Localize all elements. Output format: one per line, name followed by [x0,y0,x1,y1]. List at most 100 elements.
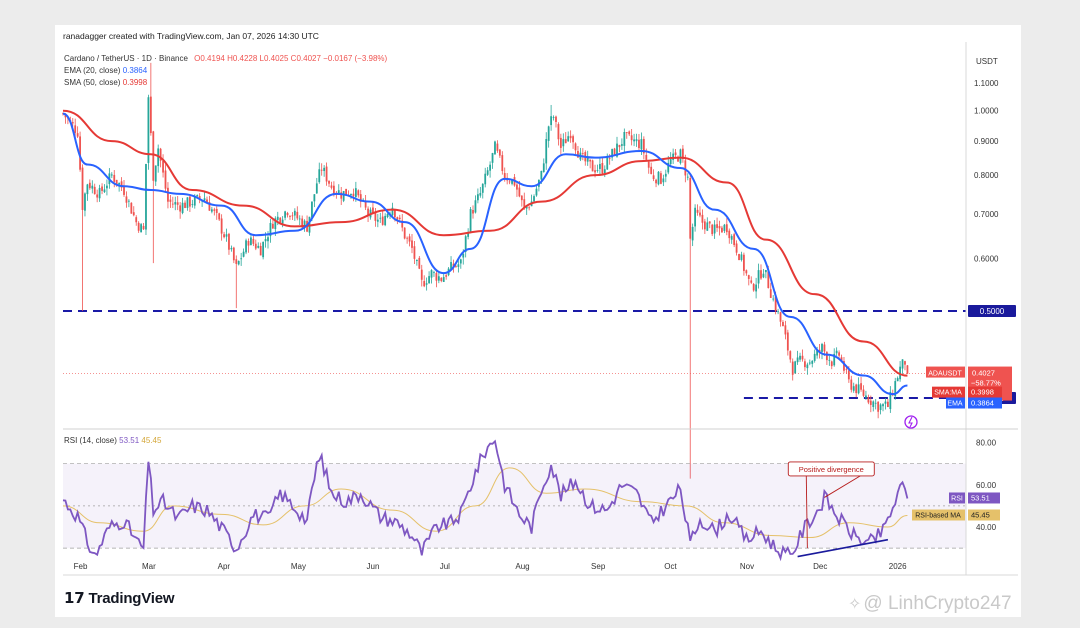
alert-icon[interactable] [904,415,918,429]
ema-tag [946,397,965,409]
candle-body [291,215,294,217]
price-candles [62,62,909,479]
sma-50-line [62,109,908,377]
candle-body [225,234,228,237]
candle-body [237,261,240,265]
candle-body [838,352,840,356]
candle-body [494,141,496,155]
candle-body [860,383,862,390]
candle-body [518,187,521,197]
candle-body [882,404,884,407]
candle-body [84,193,86,211]
candle-body [645,154,648,160]
candle-body [818,349,821,352]
candle-body [806,364,809,369]
candle-body [874,402,877,404]
candle-body [118,182,121,185]
candle-body [638,139,640,149]
candle-body [184,202,186,208]
candle-body [735,243,738,253]
candle-body [252,238,255,244]
candle-body [196,194,199,197]
candle-body [540,170,543,180]
candle-body [484,173,487,185]
candle-body [476,194,479,201]
candle-body [833,353,836,366]
candle-body [789,351,792,360]
candle-body [376,219,379,222]
candle-body [635,139,638,142]
rsi-ma-value-tag [968,509,1000,521]
time-axis: Feb Mar Apr May Jun Jul Aug Sep Oct Nov Dec 2026 [74,562,907,571]
candle-body [428,276,430,284]
rsi-legend[interactable]: RSI (14, close) 53.51 45.45 [64,436,161,445]
candle-body [794,361,797,374]
candle-body [467,232,470,237]
candle-body [777,311,779,313]
candle-body [774,296,777,312]
time-tick-label: Apr [218,562,231,571]
candle-body [503,173,506,179]
candle-body [433,272,435,274]
candle-body [93,186,96,195]
candle-body [328,180,330,184]
ema-legend-value: 0.3864 [122,66,148,75]
candle-body [457,264,460,267]
candle-body [811,360,814,364]
sma-legend[interactable]: SMA (50, close) 0.3998 [64,78,147,87]
candle-body [555,116,557,122]
candle-body [581,153,584,155]
candle-body [352,193,355,197]
ema-legend[interactable]: EMA (20, close) 0.3864 [64,66,147,75]
candle-body [171,203,174,205]
candle-body [672,153,675,160]
candle-body [850,379,853,390]
candle-body [81,167,84,210]
candle-body [142,225,145,230]
candle-body [904,361,906,365]
candle-body [223,234,225,238]
tradingview-logo[interactable]: 𝟭𝟳 TradingView [64,589,175,607]
candle-body [623,131,626,146]
candle-body [528,207,531,209]
candle-body [340,192,343,199]
candle-body [74,125,77,133]
candle-body [799,355,801,360]
candle-body [559,137,562,148]
candle-body [545,139,548,164]
price-level-tag [968,305,1016,318]
candle-body [250,237,252,246]
candle-body [367,208,369,216]
candle-body [330,185,333,188]
candle-body [603,169,606,174]
candle-body [847,370,850,380]
candle-body [274,218,277,230]
candle-body [835,350,838,354]
candle-body [757,270,760,284]
time-tick-label: Sep [591,562,606,571]
candle-body [745,270,748,274]
candle-body [689,178,692,239]
candle-body [174,202,177,205]
candle-body [271,223,274,229]
time-tick-label: Mar [142,562,156,571]
rsi-pane: Positive divergence [62,439,966,562]
candle-body [125,196,128,203]
candle-body [899,366,902,380]
candle-body [569,135,572,139]
candle-body [474,200,477,213]
candle-body [88,182,91,189]
candle-body [279,217,282,223]
candle-body [796,357,799,363]
symbol-legend[interactable]: Cardano / TetherUS · 1D · Binance O0.419… [64,54,387,63]
candle-body [301,218,304,228]
candle-body [694,207,696,227]
candle-body [828,359,831,361]
candle-body [313,194,316,202]
candle-body [345,188,348,195]
candle-body [479,192,482,196]
candle-body [191,204,194,205]
candle-body [179,205,182,212]
candle-body [713,224,716,234]
